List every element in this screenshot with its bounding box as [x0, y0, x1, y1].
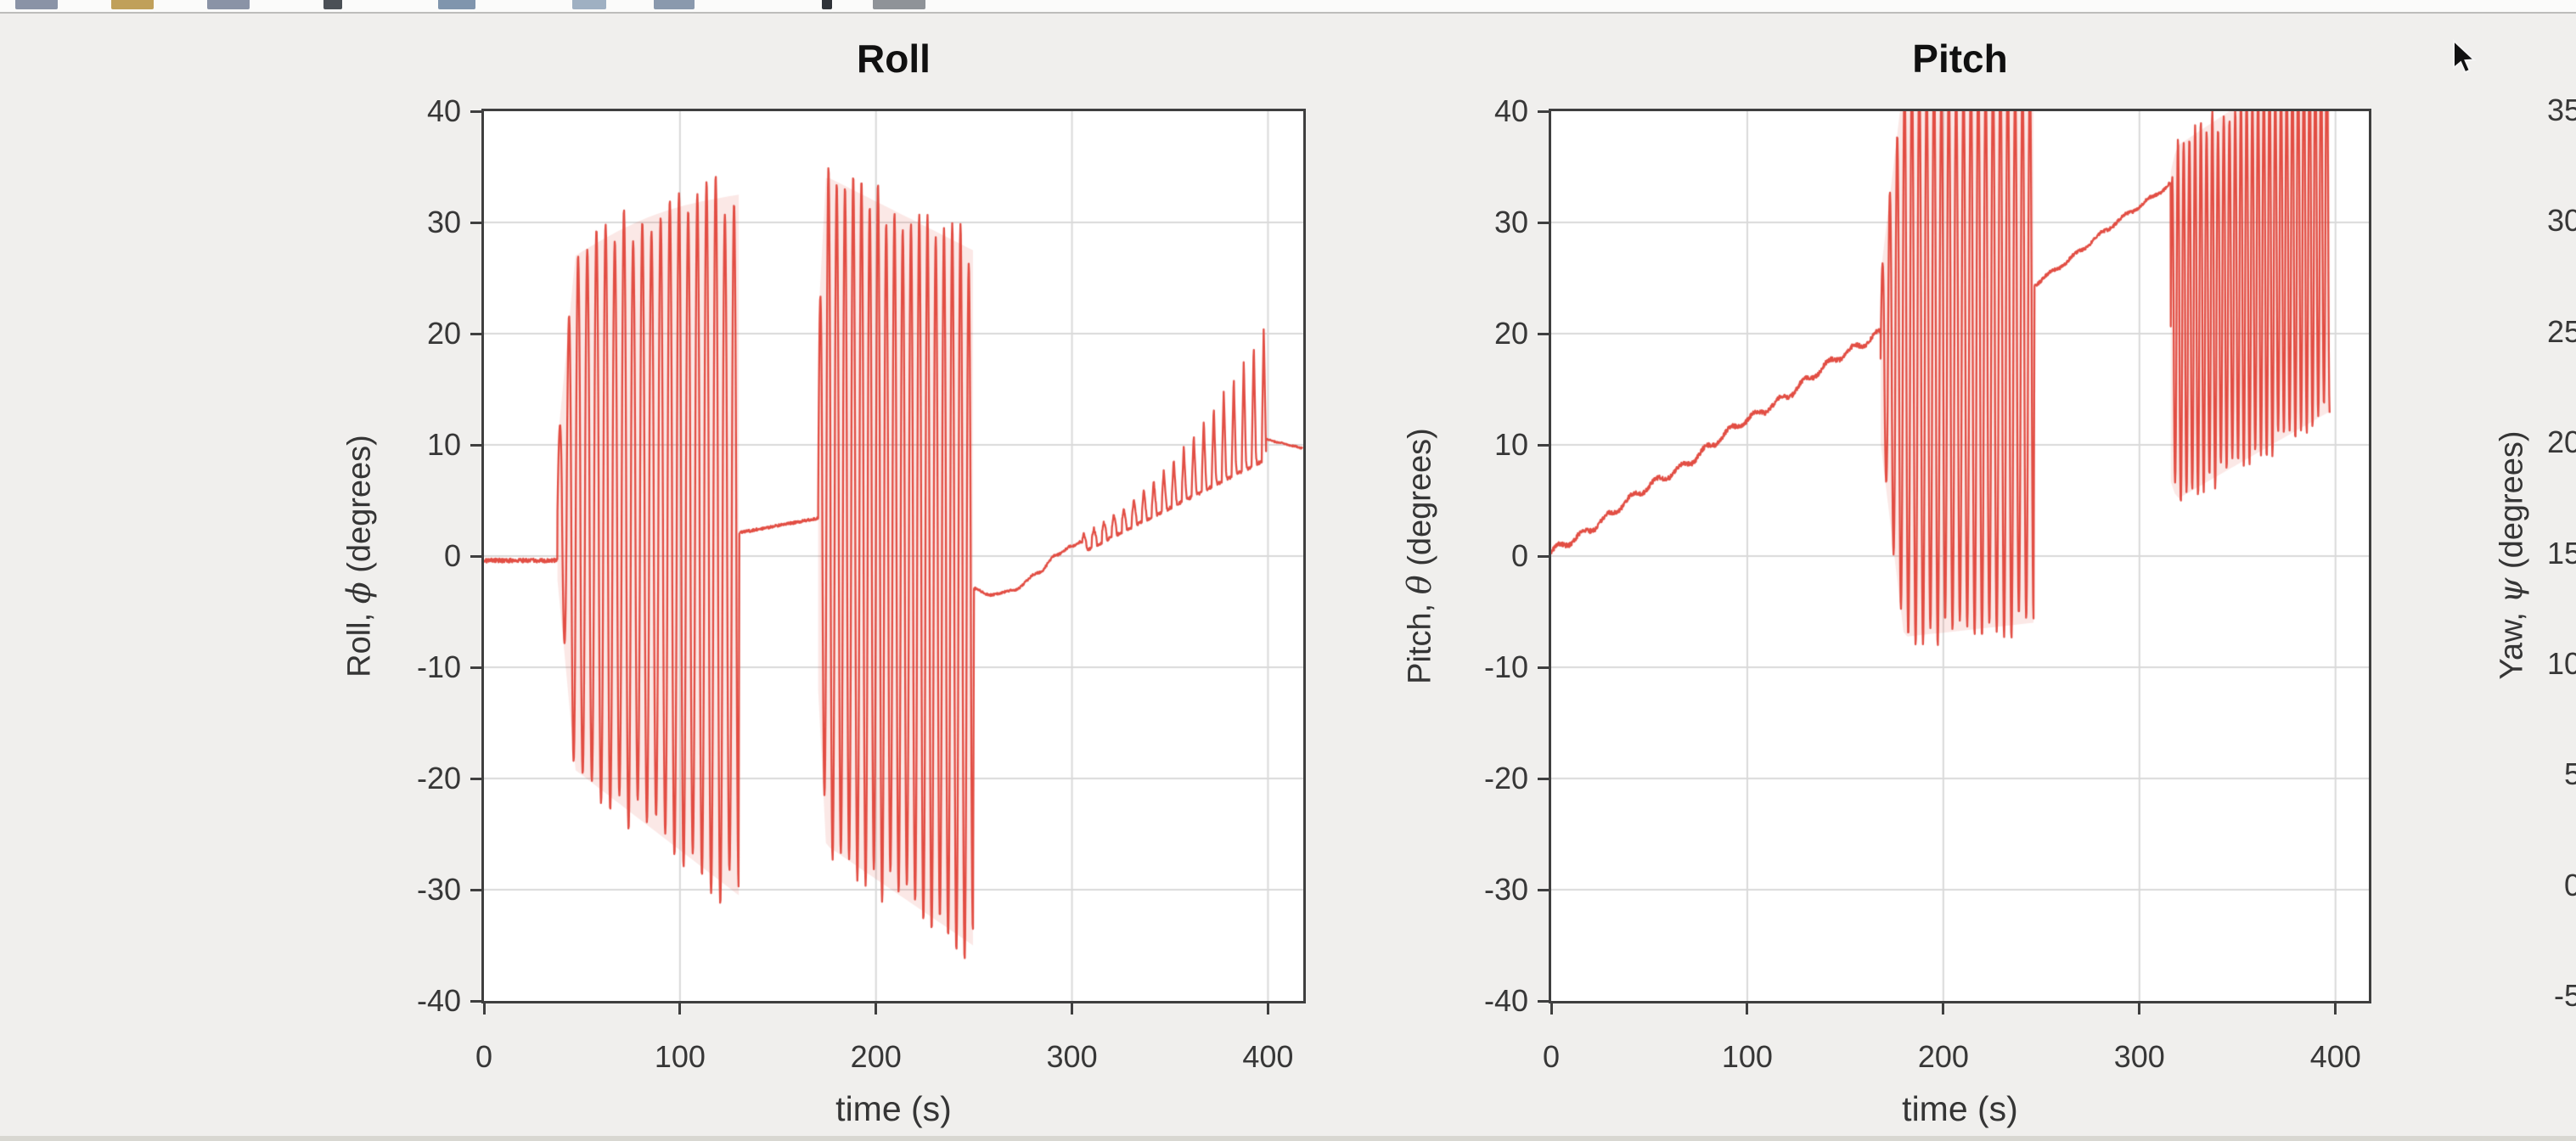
pitch-x-tick-label: 400 [2309, 1039, 2361, 1074]
pitch-y-tick-label: 30 [1493, 205, 1528, 239]
pitch-x-tick-mark [1942, 1003, 1945, 1015]
new-file-icon[interactable] [15, 0, 58, 9]
roll-y-tick-label: -40 [416, 983, 461, 1018]
pitch-x-tick-label: 0 [1542, 1039, 1561, 1074]
pitch-y-tick-label: -30 [1483, 872, 1528, 907]
roll-x-tick-mark [1266, 1003, 1269, 1015]
pitch-y-tick-mark [1538, 888, 1549, 891]
pitch-y-tick-mark [1538, 110, 1549, 113]
pitch-y-tick-label: 0 [1510, 538, 1528, 573]
yaw-y-tick-label: 15 [2546, 535, 2576, 570]
yaw-y-tick-label: 20 [2546, 424, 2576, 460]
pitch-y-tick-mark [1538, 666, 1549, 669]
roll-x-tick-label: 0 [475, 1039, 493, 1074]
pitch-x-tick-mark [1746, 1003, 1749, 1015]
pitch-y-tick-label: 10 [1493, 427, 1528, 462]
roll-y-tick-mark [470, 554, 481, 558]
roll-y-tick-mark [470, 332, 481, 335]
pitch-y-tick-label: 40 [1493, 93, 1528, 128]
pitch-plot-area[interactable] [1549, 109, 2371, 1003]
roll-y-tick-label: -20 [416, 761, 461, 795]
pitch-y-tick-mark [1538, 332, 1549, 335]
yaw-y-tick-label: 5 [2563, 756, 2576, 792]
figure-toolbar [0, 0, 2576, 14]
roll-x-tick-mark [875, 1003, 878, 1015]
roll-plot-title: Roll [857, 37, 931, 81]
bottom-edge-strip [0, 1136, 2576, 1141]
pitch-y-tick-mark [1538, 221, 1549, 224]
pitch-x-tick-label: 100 [1721, 1039, 1773, 1074]
yaw-y-tick-label: -5 [2553, 978, 2576, 1014]
roll-y-tick-mark [470, 999, 481, 1003]
roll-x-tick-label: 100 [654, 1039, 706, 1074]
roll-y-tick-label: 0 [443, 538, 461, 573]
yaw-y-tick-label: 35 [2546, 93, 2576, 127]
roll-y-tick-mark [470, 777, 481, 780]
roll-x-tick-label: 400 [1242, 1039, 1294, 1074]
insert-colorbar-icon[interactable] [873, 0, 925, 9]
pitch-y-tick-mark [1538, 554, 1549, 558]
roll-x-tick-mark [678, 1003, 682, 1015]
yaw-y-tick-label: 0 [2563, 867, 2576, 902]
data-cursor-icon[interactable] [654, 0, 695, 9]
pitch-y-tick-label: -10 [1483, 649, 1528, 684]
roll-x-tick-mark [482, 1003, 486, 1015]
roll-y-tick-label: 20 [426, 316, 461, 351]
pitch-plot-canvas [1551, 111, 2369, 1001]
roll-x-tick-label: 300 [1046, 1039, 1098, 1074]
phi-symbol: ϕ [340, 582, 378, 604]
pitch-y-tick-mark [1538, 999, 1549, 1003]
zoom-in-icon[interactable] [438, 0, 475, 9]
roll-x-tick-label: 200 [850, 1039, 902, 1074]
roll-plot-area[interactable] [481, 109, 1306, 1003]
pitch-y-tick-mark [1538, 777, 1549, 780]
roll-y-tick-label: -10 [416, 649, 461, 684]
open-folder-icon[interactable] [111, 0, 154, 9]
mouse-cursor-icon [2453, 39, 2477, 74]
psi-symbol: ψ [2492, 577, 2530, 604]
roll-y-tick-mark [470, 221, 481, 224]
roll-plot-canvas [484, 111, 1303, 1001]
pitch-y-tick-label: -40 [1483, 983, 1528, 1018]
print-icon[interactable] [323, 0, 342, 9]
roll-x-tick-mark [1071, 1003, 1074, 1015]
roll-y-tick-mark [470, 666, 481, 669]
save-icon[interactable] [207, 0, 250, 9]
theta-symbol: θ [1400, 575, 1438, 595]
yaw-y-tick-label: 10 [2546, 646, 2576, 681]
pitch-y-tick-label: -20 [1483, 761, 1528, 795]
roll-y-tick-label: 40 [426, 93, 461, 128]
pitch-x-tick-mark [2138, 1003, 2141, 1015]
pan-icon[interactable] [572, 0, 606, 9]
roll-y-tick-label: 10 [426, 427, 461, 462]
yaw-y-tick-label: 30 [2546, 203, 2576, 239]
pitch-x-tick-label: 200 [1917, 1039, 1969, 1074]
roll-y-tick-label: 30 [426, 205, 461, 239]
pitch-plot-title: Pitch [1912, 37, 2008, 81]
yaw-y-tick-label: 25 [2546, 313, 2576, 349]
roll-y-tick-label: -30 [416, 872, 461, 907]
roll-y-tick-mark [470, 443, 481, 447]
pitch-y-tick-label: 20 [1493, 316, 1528, 351]
pitch-x-tick-mark [1550, 1003, 1553, 1015]
pitch-y-tick-mark [1538, 443, 1549, 447]
roll-x-axis-label: time (s) [835, 1089, 952, 1128]
pitch-x-axis-label: time (s) [1902, 1089, 2018, 1128]
brush-icon[interactable] [822, 0, 832, 9]
pitch-x-tick-label: 300 [2113, 1039, 2165, 1074]
roll-y-tick-mark [470, 110, 481, 113]
roll-y-tick-mark [470, 888, 481, 891]
pitch-x-tick-mark [2334, 1003, 2337, 1015]
